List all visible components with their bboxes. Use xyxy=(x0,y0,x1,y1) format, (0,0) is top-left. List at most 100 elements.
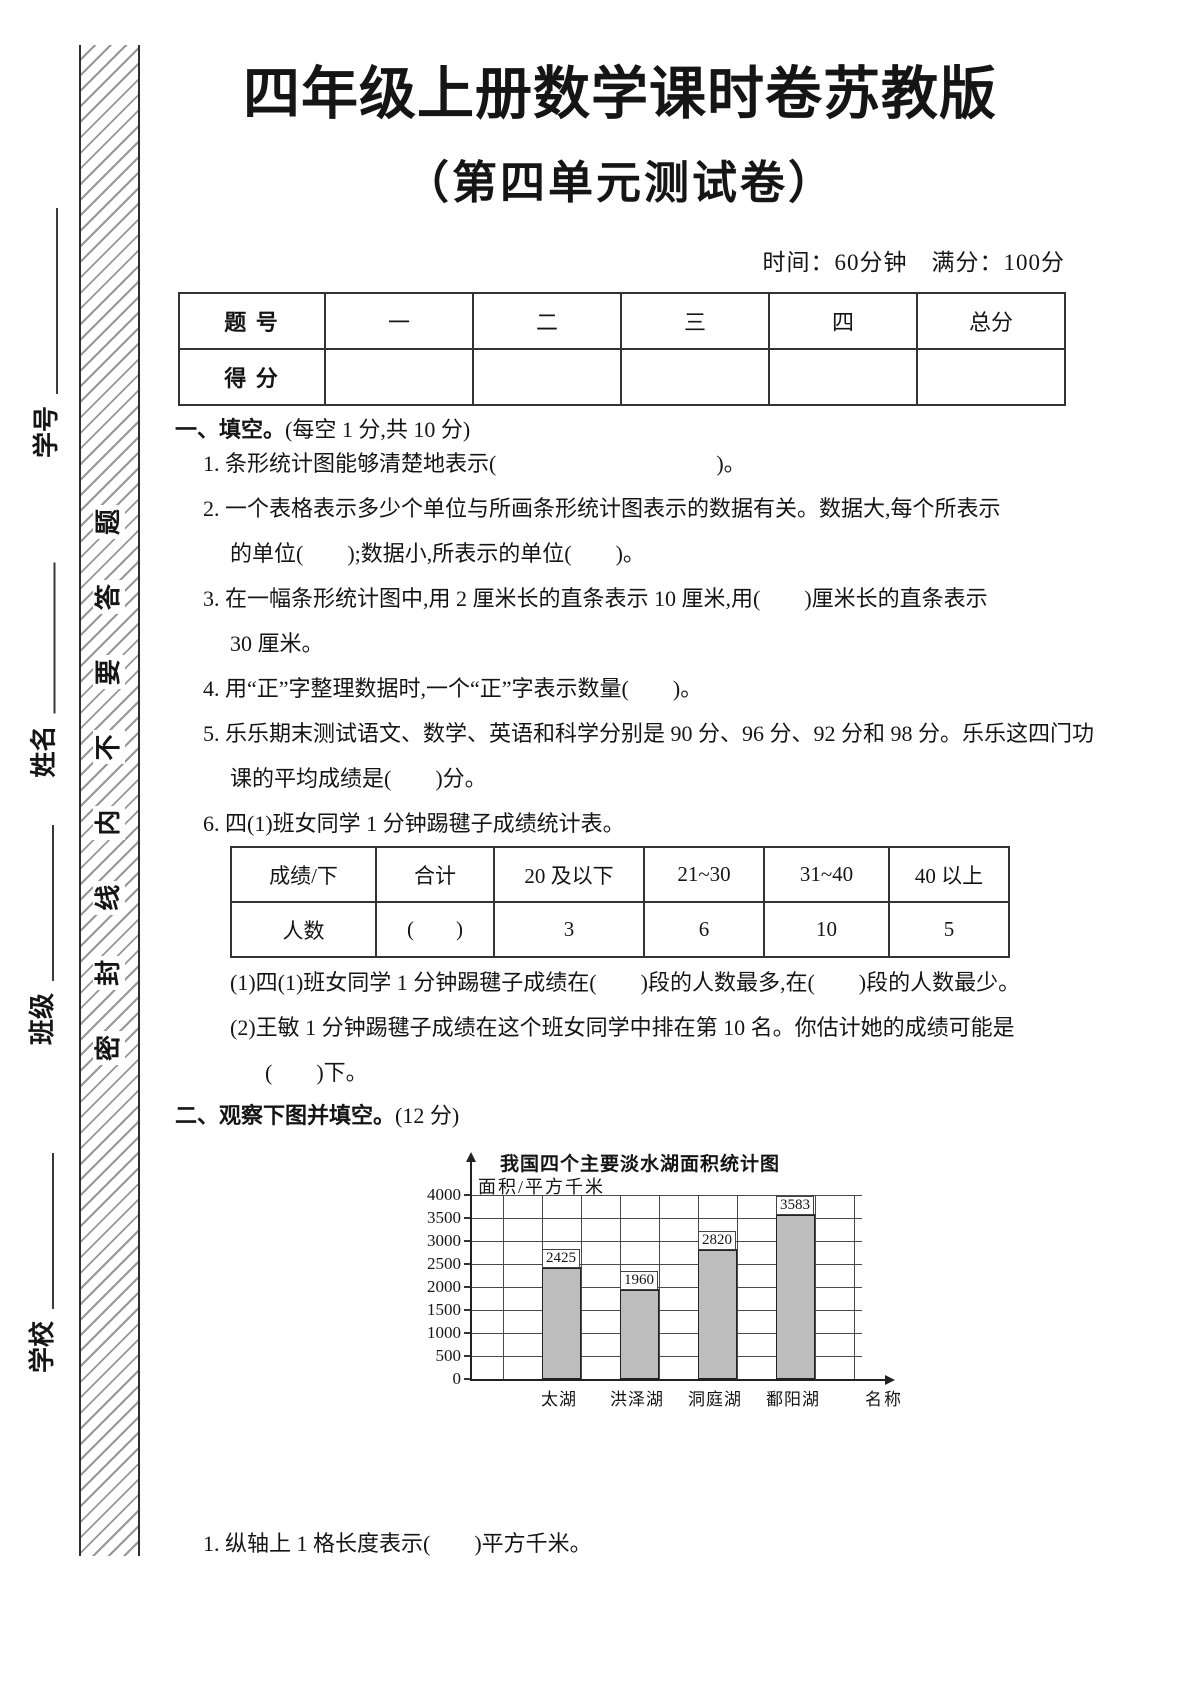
score-table-empty-cell xyxy=(916,348,1066,406)
bar xyxy=(542,1267,581,1379)
y-axis-arrow-icon xyxy=(466,1152,476,1162)
question-line: 6. 四(1)班女同学 1 分钟踢毽子成绩统计表。 xyxy=(203,811,625,836)
school-blank-line xyxy=(52,1153,54,1309)
y-tick-mark xyxy=(464,1378,470,1380)
x-axis-arrow-icon xyxy=(885,1375,895,1385)
name-field: 姓名 xyxy=(27,562,61,778)
y-tick-mark xyxy=(464,1194,470,1196)
bar-value-label: 2425 xyxy=(542,1249,580,1268)
school-label: 学校 xyxy=(28,1320,57,1373)
name-label: 姓名 xyxy=(29,725,59,778)
section-2-heading: 二、观察下图并填空。(12 分) xyxy=(175,1096,459,1136)
vertical-gridline xyxy=(737,1195,738,1379)
chart-title: 我国四个主要淡水湖面积统计图 xyxy=(499,1154,780,1175)
y-tick-mark xyxy=(464,1263,470,1265)
kick-table-header-row: 成绩/下 合计 20 及以下 21~30 31~40 40 以上 xyxy=(230,846,1010,903)
question-line: (2)王敏 1 分钟踢毽子成绩在这个班女同学中排在第 10 名。你估计她的成绩可… xyxy=(230,1015,1015,1040)
horizontal-gridline xyxy=(472,1287,862,1288)
bar-value-label: 3583 xyxy=(776,1196,814,1215)
question-line: 2. 一个表格表示多少个单位与所画条形统计图表示的数据有关。数据大,每个所表示 xyxy=(203,496,1001,521)
x-category-label: 太湖 xyxy=(541,1390,577,1409)
y-tick-mark xyxy=(464,1309,470,1311)
vertical-gridline xyxy=(659,1195,660,1379)
kick-table-cell: 人数 xyxy=(230,901,377,958)
score-table: 题 号 一 二 三 四 总分 得 分 xyxy=(178,292,1066,406)
seal-band-hatch-pattern: 密封线内不要答题 xyxy=(79,45,140,1556)
horizontal-gridline xyxy=(472,1264,862,1265)
kick-table-cell: 31~40 xyxy=(763,846,890,903)
seal-character: 封 xyxy=(93,955,125,990)
page-subtitle: （第四单元测试卷） xyxy=(403,158,836,208)
bar-value-label: 1960 xyxy=(620,1271,658,1290)
kick-table-cell: 合计 xyxy=(375,846,495,903)
kick-table-cell: 10 xyxy=(763,901,890,958)
kick-table-cell: 20 及以下 xyxy=(493,846,645,903)
name-blank-line xyxy=(53,562,56,714)
x-category-label: 洞庭湖 xyxy=(688,1390,742,1409)
score-table-cell: 一 xyxy=(324,292,474,350)
question-line: 5. 乐乐期末测试语文、数学、英语和科学分别是 90 分、96 分、92 分和 … xyxy=(203,721,1095,746)
section-2-title: 二、观察下图并填空。 xyxy=(175,1103,396,1128)
section-1-questions: 1. 条形统计图能够清楚地表示( )。 2. 一个表格表示多少个单位与所画条形统… xyxy=(175,441,1095,846)
chart-plot: 2425 1960 2820 3583 xyxy=(470,1195,862,1381)
y-tick-mark xyxy=(464,1240,470,1242)
score-table-cell: 四 xyxy=(768,292,918,350)
vertical-gridline xyxy=(854,1195,855,1379)
kick-table-data-row: 人数 ( ) 3 6 10 5 xyxy=(230,901,1010,958)
y-tick-mark xyxy=(464,1332,470,1334)
horizontal-gridline xyxy=(472,1241,862,1242)
x-category-label: 鄱阳湖 xyxy=(766,1390,820,1409)
kick-table-cell: 3 xyxy=(493,901,645,958)
kick-count-statistics-table: 成绩/下 合计 20 及以下 21~30 31~40 40 以上 人数 ( ) … xyxy=(230,846,1010,958)
score-table-empty-cell xyxy=(324,348,474,406)
score-table-header-row: 题 号 一 二 三 四 总分 xyxy=(178,292,1066,350)
bar xyxy=(776,1214,815,1379)
kick-table-cell: 6 xyxy=(643,901,765,958)
score-table-empty-cell xyxy=(620,348,770,406)
y-tick-label: 3000 xyxy=(427,1231,461,1250)
y-axis-line xyxy=(470,1161,472,1197)
section-1-title: 一、填空。 xyxy=(175,417,286,442)
score-table-cell: 二 xyxy=(472,292,622,350)
question-line: 1. 条形统计图能够清楚地表示( )。 xyxy=(203,451,746,476)
x-axis-label: 名称 xyxy=(865,1390,903,1409)
vertical-gridline xyxy=(815,1195,816,1379)
section-2-question-1: 1. 纵轴上 1 格长度表示( )平方千米。 xyxy=(203,1531,592,1556)
kick-table-cell: 5 xyxy=(888,901,1010,958)
score-table-cell: 总分 xyxy=(916,292,1066,350)
y-tick-label: 2500 xyxy=(427,1254,461,1273)
vertical-gridline xyxy=(503,1195,504,1379)
bar-value-label: 2820 xyxy=(698,1231,736,1250)
student-id-label: 学号 xyxy=(32,405,61,458)
question-line: 课的平均成绩是( )分。 xyxy=(230,766,487,791)
seal-character: 题 xyxy=(93,505,125,540)
seal-character: 线 xyxy=(93,880,125,915)
kick-table-cell: 成绩/下 xyxy=(230,846,377,903)
kick-table-cell: ( ) xyxy=(375,901,495,958)
x-category-label: 洪泽湖 xyxy=(610,1390,664,1409)
y-tick-label: 2000 xyxy=(427,1277,461,1296)
page-title: 四年级上册数学课时卷苏教版 xyxy=(243,63,997,126)
section-1-heading: 一、填空。(每空 1 分,共 10 分) xyxy=(175,410,470,450)
horizontal-gridline xyxy=(472,1218,862,1219)
y-axis-label: 面积/平方千米 xyxy=(478,1177,606,1197)
y-tick-label: 1500 xyxy=(427,1300,461,1319)
y-tick-label: 0 xyxy=(452,1369,462,1388)
bar-chart: 我国四个主要淡水湖面积统计图 面积/平方千米 2425 1960 2820 3583 … xyxy=(427,1135,965,1435)
class-label: 班级 xyxy=(28,992,57,1045)
y-tick-mark xyxy=(464,1355,470,1357)
seal-character: 密 xyxy=(93,1030,125,1065)
class-field: 班级 xyxy=(25,825,59,1045)
vertical-gridline xyxy=(581,1195,582,1379)
question-line: 3. 在一幅条形统计图中,用 2 厘米长的直条表示 10 厘米,用( )厘米长的… xyxy=(203,586,988,611)
score-table-cell: 题 号 xyxy=(178,292,326,350)
horizontal-gridline xyxy=(472,1356,862,1357)
kick-table-cell: 21~30 xyxy=(643,846,765,903)
seal-character: 不 xyxy=(93,730,125,765)
y-tick-label: 1000 xyxy=(427,1323,461,1342)
kick-table-cell: 40 以上 xyxy=(888,846,1010,903)
section-1-points: (每空 1 分,共 10 分) xyxy=(285,417,471,442)
horizontal-gridline xyxy=(472,1333,862,1334)
y-tick-mark xyxy=(464,1286,470,1288)
y-tick-label: 3500 xyxy=(427,1208,461,1227)
